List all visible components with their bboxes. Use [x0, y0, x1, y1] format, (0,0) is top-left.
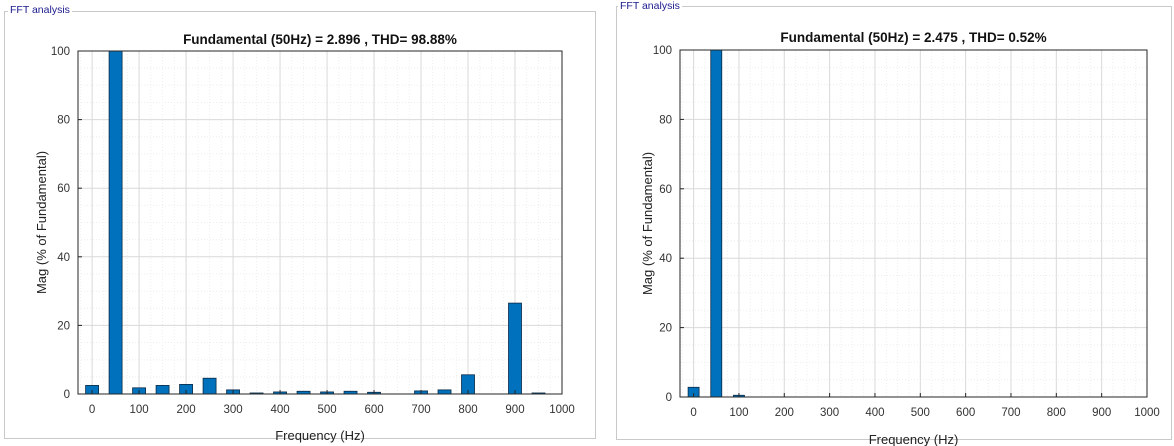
y-tick-label: 60	[659, 184, 672, 196]
y-tick-label: 20	[659, 323, 672, 335]
x-tick-label: 400	[270, 404, 289, 416]
panel-frame	[616, 6, 1172, 440]
x-tick-label: 1000	[1134, 407, 1160, 419]
fft-bar	[508, 302, 522, 395]
chart-title: Fundamental (50Hz) = 2.896 , THD= 98.88%	[183, 32, 457, 47]
panel-frame-label: FFT analysis	[8, 4, 72, 16]
panel-frame	[4, 11, 596, 439]
y-tick-label: 80	[659, 114, 672, 126]
x-tick-label: 700	[411, 404, 430, 416]
fft-panel-right: FFT analysis 0 100 200 300 400 500 600 700 800 90…	[600, 0, 1174, 446]
x-tick-label: 600	[956, 407, 975, 419]
fft-bar	[155, 385, 170, 395]
x-axis-label: Frequency (Hz)	[869, 432, 959, 446]
x-tick-label: 900	[1092, 407, 1111, 419]
y-tick-label: 60	[57, 183, 70, 195]
x-tick-label: 500	[317, 404, 336, 416]
x-tick-label: 200	[775, 407, 794, 419]
y-tick-label: 100	[51, 46, 70, 58]
y-tick-label: 0	[666, 392, 672, 404]
fft-bar	[108, 50, 123, 395]
axes-box	[77, 50, 563, 395]
x-tick-label: 700	[1001, 407, 1020, 419]
x-tick-label: 500	[911, 407, 930, 419]
fft-bar	[437, 389, 452, 395]
x-tick-label: 100	[729, 407, 748, 419]
x-tick-label: 0	[690, 407, 696, 419]
x-tick-label: 400	[865, 407, 884, 419]
x-tick-label: 800	[1047, 407, 1066, 419]
x-tick-label: 300	[820, 407, 839, 419]
fft-panel-left: FFT analysis 0 100 200 300 400 500 600 700 800 90…	[4, 4, 596, 443]
x-tick-label: 1000	[549, 404, 575, 416]
y-tick-label: 0	[64, 389, 70, 401]
x-axis-label: Frequency (Hz)	[275, 428, 365, 443]
y-tick-label: 40	[659, 253, 672, 265]
y-axis-label: Mag (% of Fundamental)	[34, 151, 49, 294]
plot-area	[680, 50, 1147, 397]
fft-bar-chart-left: 0 100 200 300 400 500 600 700 800 900 1000 0 20 40 60 8…	[34, 32, 575, 443]
fft-bar	[710, 49, 723, 398]
y-tick-label: 100	[653, 45, 672, 57]
x-tick-label: 100	[129, 404, 148, 416]
y-axis-label: Mag (% of Fundamental)	[640, 152, 655, 295]
fft-bar	[202, 377, 217, 395]
chart-title: Fundamental (50Hz) = 2.475 , THD= 0.52%	[780, 30, 1046, 45]
plot-area	[78, 51, 562, 394]
y-tick-label: 20	[57, 320, 70, 332]
x-tick-label: 300	[223, 404, 242, 416]
x-tick-label: 0	[89, 404, 95, 416]
panel-frame-label: FFT analysis	[618, 0, 682, 12]
axes-box	[679, 49, 1148, 398]
y-tick-label: 40	[57, 252, 70, 264]
y-tick-label: 80	[57, 115, 70, 127]
x-tick-label: 600	[364, 404, 383, 416]
fft-bar-chart-right: 0 100 200 300 400 500 600 700 800 900 1000 0 20 40 60 8…	[640, 30, 1160, 446]
x-tick-label: 900	[505, 404, 524, 416]
x-tick-label: 800	[458, 404, 477, 416]
x-tick-label: 200	[176, 404, 195, 416]
